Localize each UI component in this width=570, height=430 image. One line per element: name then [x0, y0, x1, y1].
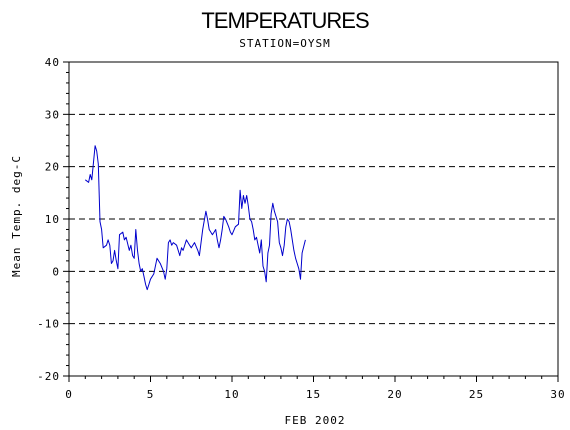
- temperature-series-line: [84, 145, 306, 291]
- y-tick-label: -10: [37, 318, 60, 331]
- x-tick-label: 5: [147, 388, 155, 401]
- x-tick-label: 15: [306, 388, 321, 401]
- y-tick-label: 10: [45, 213, 60, 226]
- x-tick-label: 0: [65, 388, 73, 401]
- chart-subtitle: STATION=OYSM: [239, 37, 330, 50]
- y-tick-label: 20: [45, 161, 60, 174]
- chart-title: TEMPERATURES: [201, 8, 369, 33]
- y-tick-label: 40: [45, 56, 60, 69]
- plot-frame: [68, 61, 559, 377]
- y-tick-label: 30: [45, 108, 60, 121]
- x-tick-label: 20: [387, 388, 402, 401]
- series-layer: [84, 145, 306, 291]
- y-tick-label: 0: [52, 265, 60, 278]
- x-tick-label: 25: [469, 388, 484, 401]
- y-axis-label: Mean Temp. deg-C: [10, 155, 23, 277]
- x-tick-label: 30: [550, 388, 565, 401]
- x-axis-label: FEB 2002: [285, 414, 346, 427]
- y-tick-label: -20: [37, 370, 60, 383]
- axes: -20 -10 0 10 20 30 40 0 5 10 15 20 25 30: [37, 56, 565, 401]
- x-tick-label: 10: [224, 388, 239, 401]
- gridlines: [69, 61, 558, 377]
